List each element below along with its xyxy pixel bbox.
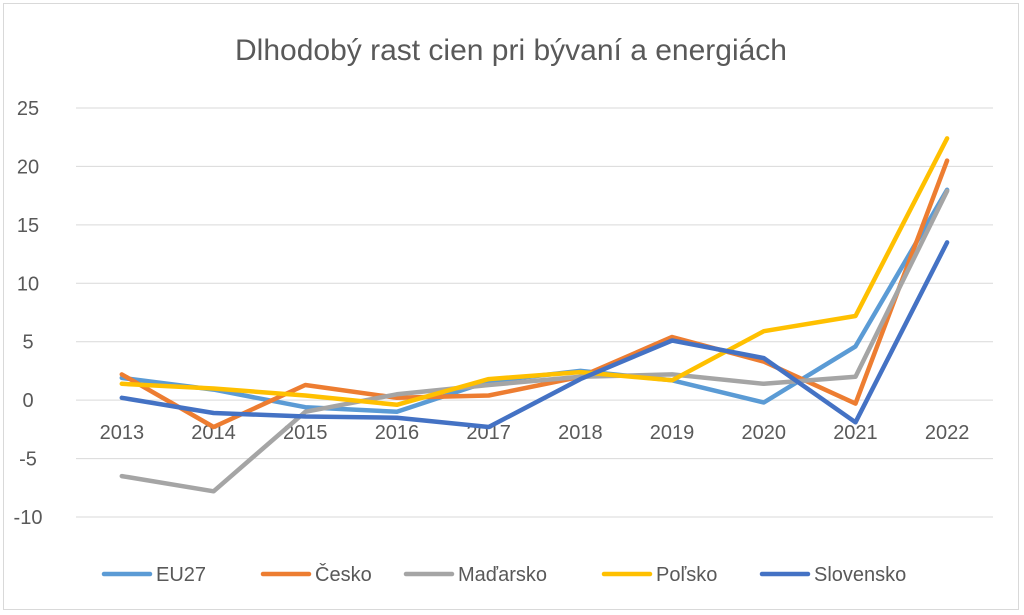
- x-tick-label: 2021: [833, 422, 878, 444]
- legend-label: Česko: [315, 563, 372, 586]
- y-tick-label: 25: [17, 98, 39, 120]
- gridlines: [76, 107, 993, 518]
- series-lines: [119, 136, 950, 494]
- y-tick-label: 15: [17, 215, 39, 237]
- legend-label: Poľsko: [656, 564, 717, 586]
- series-line-poľsko: [119, 136, 950, 408]
- legend-label: Maďarsko: [458, 564, 547, 586]
- y-axis-ticks: 25 20 15 10 5 0 -5 -10: [14, 98, 43, 529]
- y-tick-label: 5: [22, 332, 33, 354]
- x-tick-label: 2013: [100, 422, 145, 444]
- y-tick-label: 20: [17, 156, 39, 178]
- y-tick-label: 10: [17, 273, 39, 295]
- legend: EU27 Česko Maďarsko Poľsko Slovensko: [101, 563, 906, 586]
- legend-label: EU27: [156, 564, 206, 586]
- x-tick-label: 2020: [742, 422, 787, 444]
- chart-title: Dlhodobý rast cien pri bývaní a energiác…: [235, 34, 787, 67]
- series-line-česko: [119, 158, 950, 430]
- x-tick-label: 2016: [375, 422, 420, 444]
- series-line-slovensko: [119, 240, 950, 430]
- x-tick-label: 2019: [650, 422, 695, 444]
- legend-label: Slovensko: [814, 564, 906, 586]
- y-tick-label: -10: [14, 507, 43, 529]
- y-tick-label: -5: [19, 449, 37, 471]
- x-axis-ticks: 2013 2014 2015 2016 2017 2018 2019 2020 2021 2022: [100, 422, 970, 444]
- x-tick-label: 2014: [191, 422, 236, 444]
- y-tick-label: 0: [22, 390, 33, 412]
- x-tick-label: 2018: [558, 422, 603, 444]
- chart-frame: [3, 3, 1019, 610]
- x-tick-label: 2022: [925, 422, 970, 444]
- series-line-maďarsko: [119, 188, 950, 494]
- x-tick-label: 2015: [283, 422, 328, 444]
